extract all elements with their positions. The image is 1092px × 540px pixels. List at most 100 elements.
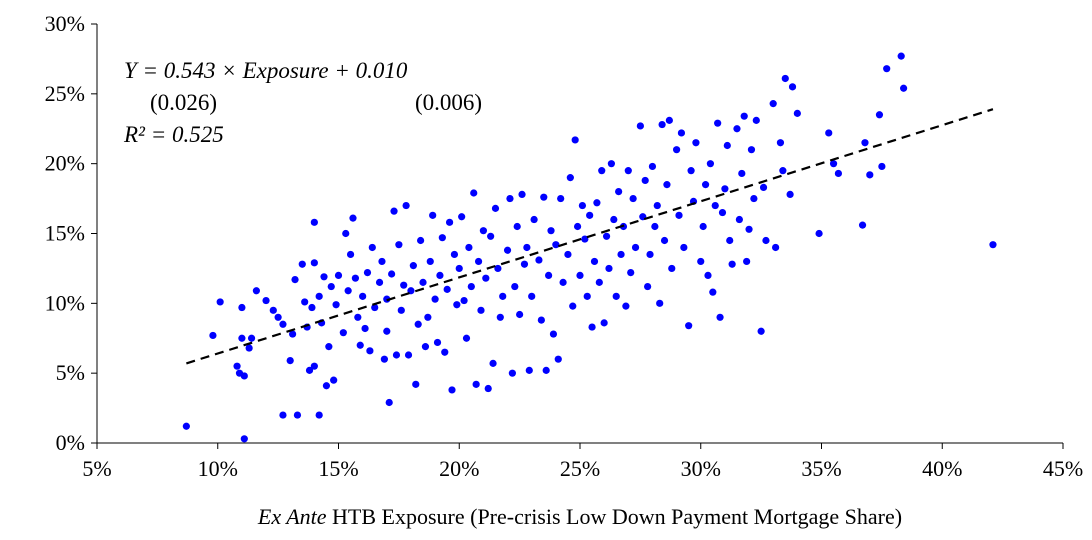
point: [474, 257, 483, 266]
point: [757, 327, 765, 335]
point: [380, 355, 388, 363]
point: [417, 236, 425, 245]
point: [866, 171, 874, 179]
point: [441, 348, 449, 356]
point: [433, 338, 442, 347]
point: [209, 331, 217, 340]
point: [685, 322, 693, 330]
point: [665, 116, 673, 124]
point: [786, 190, 794, 198]
point: [450, 250, 459, 259]
point: [677, 129, 686, 137]
point: [648, 162, 657, 171]
point: [491, 204, 500, 212]
point: [479, 227, 487, 235]
point: [426, 257, 434, 266]
point: [861, 139, 869, 147]
point: [743, 257, 751, 266]
point: [588, 323, 596, 331]
x-axis-label-rest: HTB Exposure (Pre-crisis Low Down Paymen…: [327, 504, 903, 529]
point: [547, 227, 555, 235]
r-squared: R² = 0.525: [123, 122, 224, 147]
point: [738, 169, 746, 178]
point: [883, 65, 891, 73]
point: [419, 278, 427, 286]
point: [776, 139, 785, 147]
point: [745, 225, 753, 233]
point: [252, 287, 260, 295]
point: [675, 211, 683, 219]
point: [697, 257, 705, 266]
point: [513, 222, 521, 231]
point: [293, 411, 302, 419]
point: [622, 302, 630, 310]
point: [298, 260, 306, 268]
x-tick-label: 5%: [82, 456, 111, 481]
point: [557, 194, 565, 203]
x-tick-label: 35%: [801, 456, 841, 481]
y-tick-label: 20%: [45, 151, 85, 176]
point: [404, 351, 413, 359]
point: [460, 296, 468, 305]
point: [402, 201, 410, 210]
point: [247, 334, 256, 342]
point: [612, 292, 620, 300]
point: [641, 176, 649, 185]
point: [310, 218, 318, 226]
point: [289, 330, 297, 338]
point: [315, 292, 323, 300]
x-tick-label: 30%: [681, 456, 721, 481]
point: [390, 207, 398, 215]
point: [583, 292, 591, 300]
slope-se: (0.026): [150, 90, 217, 115]
point: [530, 215, 538, 224]
point: [354, 313, 362, 321]
point: [540, 193, 548, 201]
point: [458, 213, 466, 221]
y-tick-label: 0%: [56, 430, 85, 455]
point: [301, 298, 309, 306]
x-tick-label: 10%: [198, 456, 238, 481]
point: [658, 120, 666, 129]
point: [793, 109, 801, 117]
point: [875, 111, 884, 119]
point: [656, 299, 664, 307]
point: [238, 334, 246, 342]
point: [569, 302, 577, 310]
point: [721, 185, 729, 193]
point: [788, 83, 797, 91]
point: [631, 243, 640, 252]
point: [489, 359, 497, 367]
point: [740, 112, 748, 120]
point: [414, 320, 422, 328]
point: [701, 181, 710, 189]
point: [508, 369, 516, 377]
x-tick-label: 15%: [318, 456, 358, 481]
point: [726, 236, 734, 245]
point: [728, 260, 736, 268]
point: [455, 264, 463, 273]
x-tick-label: 20%: [439, 456, 479, 481]
x-tick-label: 45%: [1043, 456, 1083, 481]
point: [368, 243, 376, 252]
point: [332, 301, 340, 309]
point: [668, 264, 676, 273]
point: [900, 84, 908, 92]
point: [747, 146, 756, 154]
x-tick-label: 40%: [922, 456, 962, 481]
point: [315, 411, 323, 419]
point: [216, 298, 224, 306]
point: [699, 222, 707, 231]
point: [692, 139, 700, 147]
point: [523, 243, 531, 252]
point: [511, 282, 519, 291]
point: [503, 246, 512, 254]
point: [825, 129, 833, 137]
point: [346, 250, 355, 259]
point: [496, 313, 504, 321]
point: [537, 316, 545, 324]
point: [602, 232, 611, 240]
point: [467, 282, 475, 291]
point: [535, 256, 543, 264]
point: [564, 250, 572, 259]
